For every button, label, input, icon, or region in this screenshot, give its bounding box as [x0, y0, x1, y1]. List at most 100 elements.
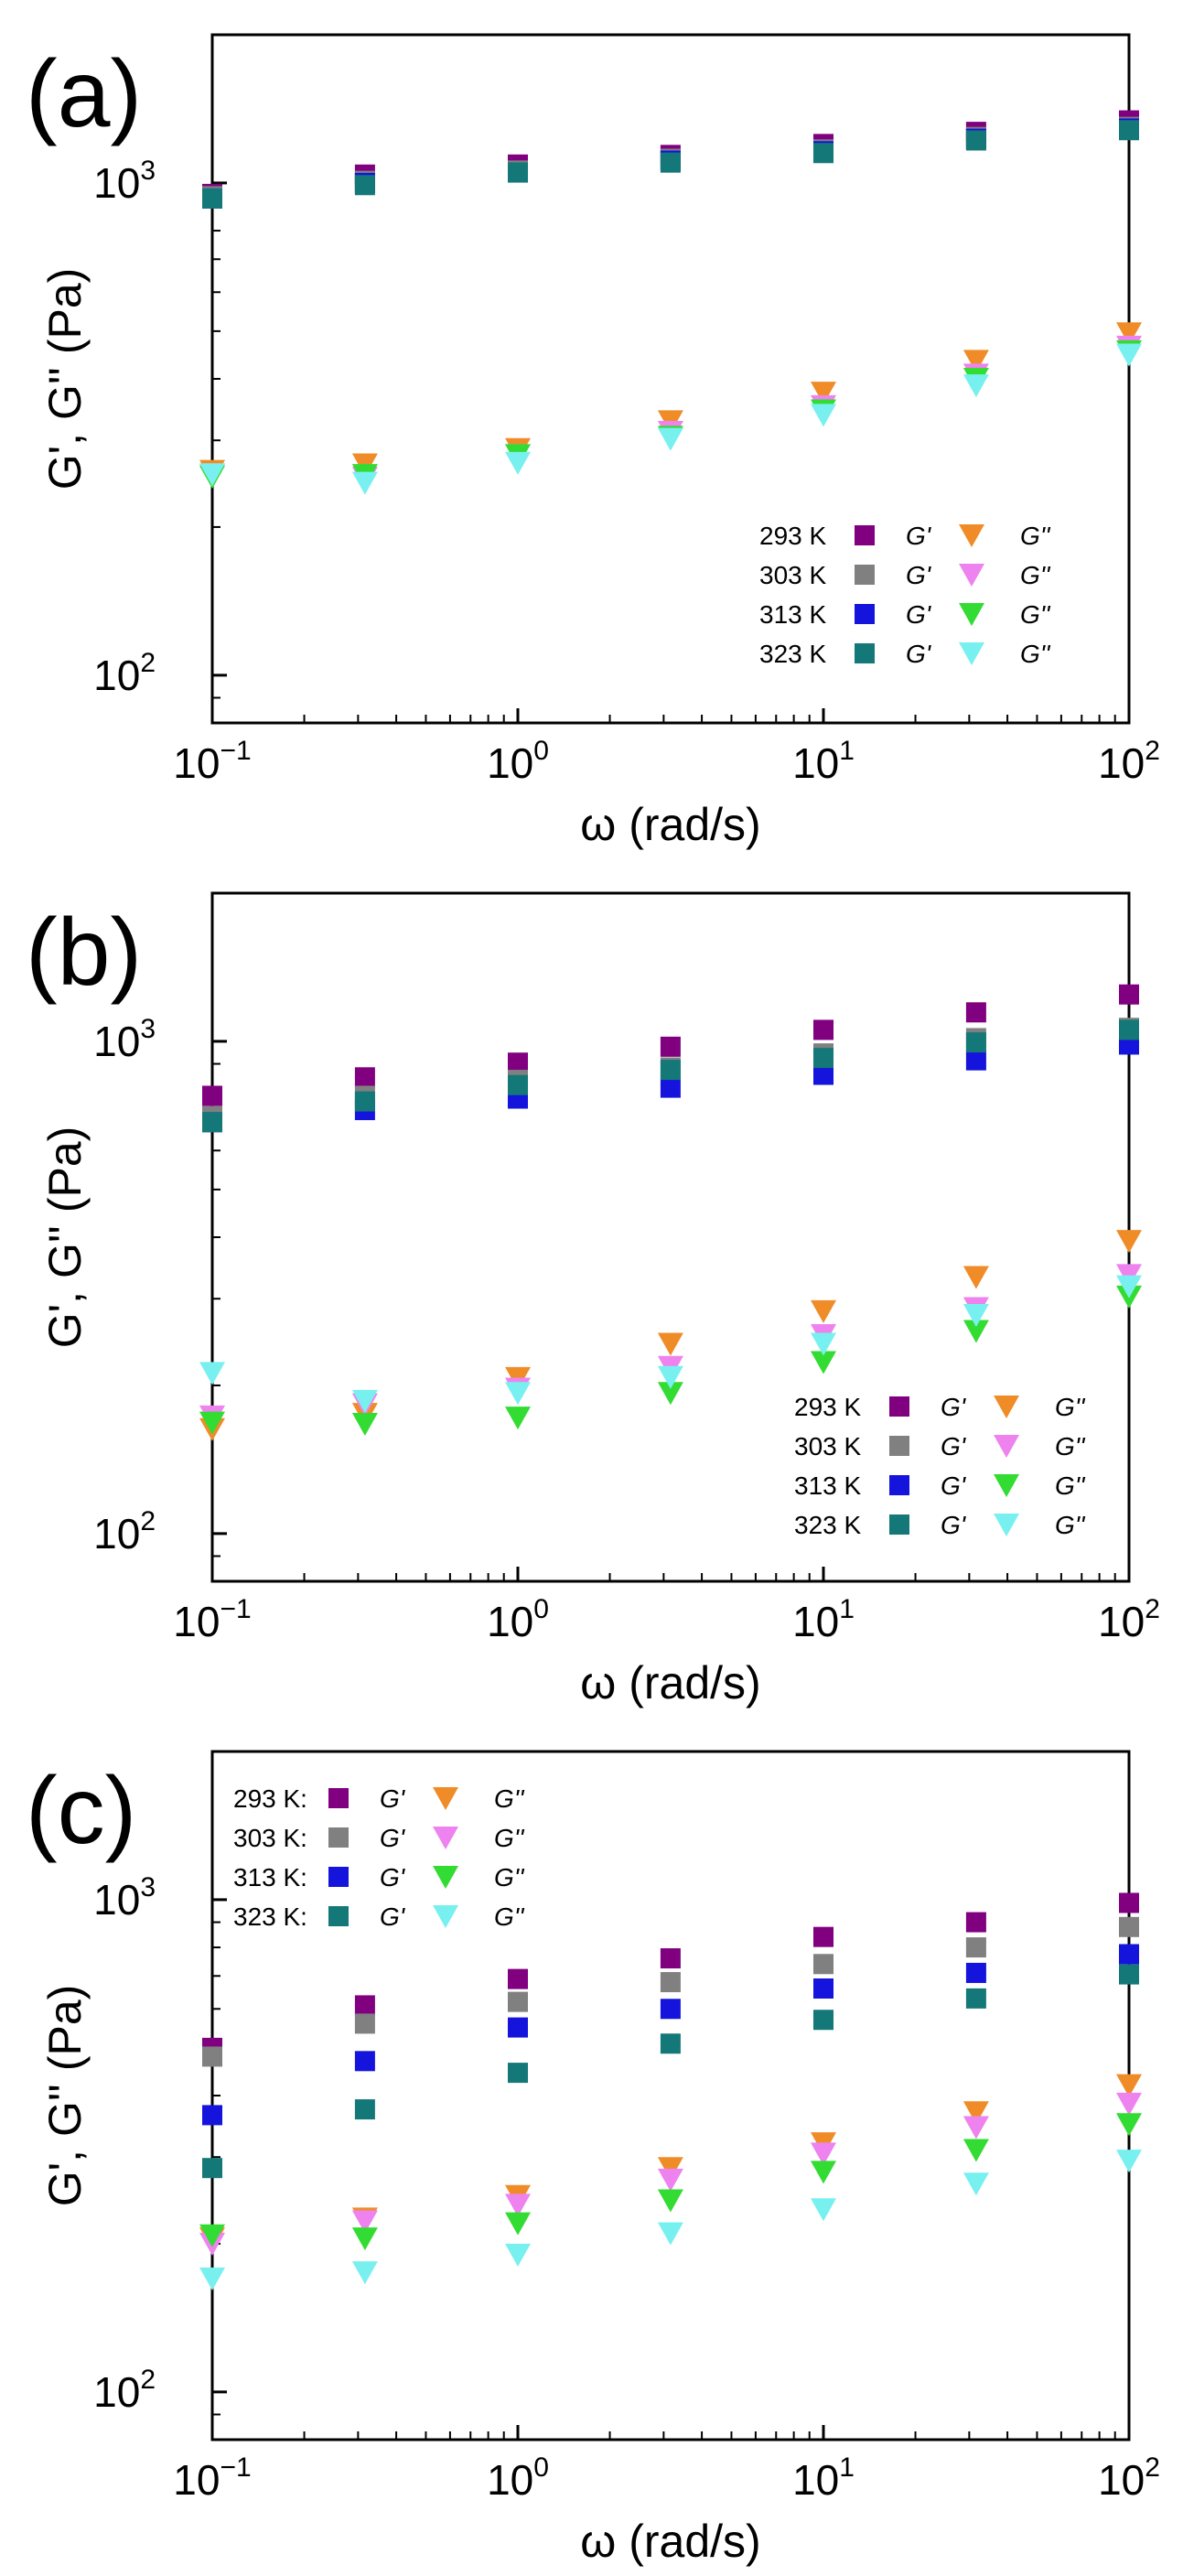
series-313-k-g-	[199, 2113, 1142, 2251]
legend-gdoubleprime: G''	[1055, 1432, 1086, 1460]
chart-panel-a: (a) 10−1 100 101 102 102 103 ω (rad/s) G', G'' (…	[26, 33, 1160, 850]
legend-temp: 293 K:	[233, 1784, 307, 1813]
legend-gprime: G'	[941, 1432, 967, 1460]
legend-gprime: G'	[941, 1511, 967, 1539]
legend-marker-square	[855, 643, 875, 663]
data-point-triangle	[963, 2116, 989, 2139]
data-point-square	[1119, 1892, 1139, 1913]
data-point-square	[202, 1112, 222, 1133]
data-point-triangle	[505, 2212, 531, 2236]
data-point-triangle	[199, 1411, 225, 1435]
x-tick-label: 100	[487, 736, 549, 787]
legend-marker-square	[855, 565, 875, 585]
data-point-triangle	[505, 2193, 531, 2217]
data-point-triangle	[963, 2172, 989, 2196]
data-point-square	[202, 1085, 222, 1106]
legend-gprime: G'	[906, 600, 932, 629]
legend-gdoubleprime: G''	[1020, 640, 1051, 668]
data-point-triangle	[351, 2227, 378, 2251]
data-point-triangle	[1116, 322, 1142, 346]
data-point-square	[354, 1067, 375, 1088]
data-point-triangle	[199, 1362, 225, 1385]
x-tick-label: 10−1	[173, 2452, 251, 2504]
data-point-square	[965, 130, 986, 151]
data-point-square	[660, 1077, 681, 1098]
legend-temp: 293 K	[794, 1393, 861, 1421]
data-point-triangle	[811, 1351, 836, 1374]
legend-marker-square	[889, 1436, 909, 1456]
data-point-square	[660, 2033, 681, 2054]
legend-marker-triangle	[433, 1827, 458, 1849]
legend-gdoubleprime: G''	[1020, 600, 1051, 629]
data-point-triangle	[963, 2101, 989, 2125]
y-tick-label: 103	[93, 156, 156, 207]
plot-frame	[210, 1750, 1131, 2441]
legend-marker-square	[855, 525, 875, 545]
data-points	[199, 984, 1142, 1441]
series-293-k-g-	[199, 322, 1142, 483]
series-323-k-g-	[202, 1019, 1139, 1133]
data-point-square	[660, 1036, 681, 1057]
data-point-square	[813, 2010, 833, 2031]
data-point-triangle	[351, 2210, 378, 2234]
panel-label: (c)	[26, 1758, 136, 1864]
data-point-square	[965, 1002, 986, 1023]
data-point-square	[813, 143, 833, 164]
legend-gprime: G'	[380, 1824, 406, 1852]
series-323-k-g-	[202, 120, 1139, 209]
data-point-triangle	[1116, 2150, 1142, 2173]
legend-gdoubleprime: G''	[494, 1863, 525, 1892]
x-tick-label: 10−1	[173, 1594, 251, 1645]
data-point-square	[965, 1937, 986, 1958]
data-point-square	[813, 1954, 833, 1975]
legend-gprime: G'	[941, 1471, 967, 1500]
x-tick-label: 100	[487, 1594, 549, 1645]
data-point-triangle	[351, 1389, 378, 1413]
data-point-square	[508, 1074, 528, 1095]
data-point-triangle	[351, 471, 378, 495]
data-point-triangle	[1116, 2074, 1142, 2097]
series-313-k-g-	[199, 1285, 1142, 1437]
data-point-square	[813, 1978, 833, 1999]
data-point-triangle	[505, 2243, 531, 2267]
legend-temp: 323 K	[794, 1511, 861, 1539]
y-axis-title: G', G'' (Pa)	[39, 1985, 91, 2207]
data-point-square	[1119, 1019, 1139, 1040]
data-point-square	[1119, 984, 1139, 1005]
data-point-triangle	[963, 350, 989, 373]
legend-temp: 313 K:	[233, 1863, 307, 1892]
data-point-triangle	[351, 1413, 378, 1437]
data-point-triangle	[963, 1320, 989, 1343]
legend-temp: 313 K	[759, 600, 826, 629]
legend-gdoubleprime: G''	[1020, 561, 1051, 589]
legend-marker-triangle	[959, 642, 984, 665]
y-tick-label: 103	[93, 1872, 156, 1924]
data-point-square	[202, 2158, 222, 2179]
data-point-square	[354, 2051, 375, 2072]
legend-marker-triangle	[433, 1905, 458, 1928]
data-point-triangle	[351, 2261, 378, 2285]
data-point-triangle	[1116, 1275, 1142, 1299]
data-point-square	[508, 1991, 528, 2012]
x-tick-label: 102	[1098, 1594, 1160, 1645]
legend-gdoubleprime: G''	[494, 1902, 525, 1931]
legend-gprime: G'	[380, 1902, 406, 1931]
data-point-triangle	[811, 2161, 836, 2184]
legend-temp: 303 K	[794, 1432, 861, 1460]
legend-marker-square	[328, 1827, 349, 1848]
legend-marker-triangle	[959, 524, 984, 547]
data-point-triangle	[505, 451, 531, 475]
legend-gdoubleprime: G''	[1055, 1511, 1086, 1539]
data-point-triangle	[199, 2224, 225, 2247]
x-tick-label: 10−1	[173, 736, 251, 787]
series-323-k-g-	[199, 1275, 1142, 1413]
legend-marker-triangle	[433, 1866, 458, 1889]
legend-gprime: G'	[906, 640, 932, 668]
legend-gdoubleprime: G''	[494, 1824, 525, 1852]
x-tick-label: 101	[792, 736, 855, 787]
data-point-square	[508, 2063, 528, 2084]
legend-temp: 303 K:	[233, 1824, 307, 1852]
data-point-square	[965, 1912, 986, 1933]
data-point-triangle	[657, 2168, 683, 2192]
